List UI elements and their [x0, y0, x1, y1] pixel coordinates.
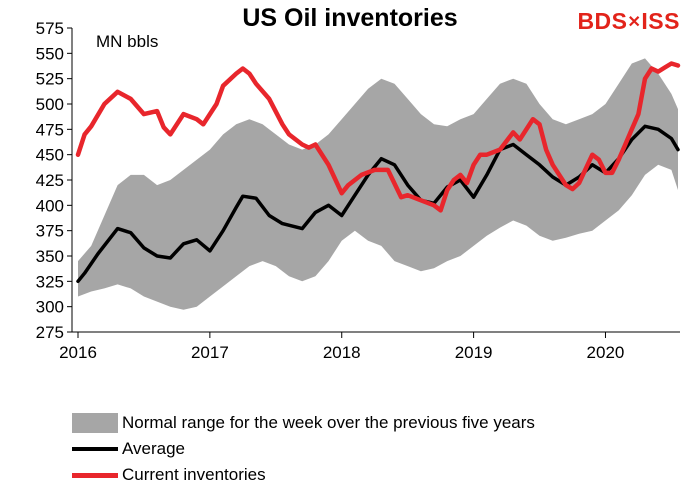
y-tick-label: 550	[36, 44, 64, 63]
y-tick-label: 500	[36, 95, 64, 114]
y-tick-label: 575	[36, 19, 64, 38]
y-tick-label: 400	[36, 196, 64, 215]
x-tick-label: 2016	[59, 343, 97, 362]
legend-item-current: Current inventories	[72, 462, 535, 488]
x-tick-label: 2018	[323, 343, 361, 362]
legend-swatch-band	[72, 413, 118, 433]
x-tick-label: 2019	[455, 343, 493, 362]
legend-label-normal-range: Normal range for the week over the previ…	[122, 413, 535, 432]
y-tick-label: 275	[36, 323, 64, 342]
legend-item-average: Average	[72, 436, 535, 462]
axes-layer: 275 300 325 350 375 400 425 450 475 500 525 550 575 2…	[36, 19, 680, 362]
legend-label-average: Average	[122, 439, 186, 458]
normal-range-band	[78, 58, 678, 310]
legend-label-current: Current inventories	[122, 465, 266, 484]
x-tick-label: 2017	[191, 343, 229, 362]
legend-swatch-current	[72, 472, 118, 478]
y-axis-unit-label: MN bbls	[96, 32, 159, 51]
current-inventories-line	[75, 61, 681, 213]
y-tick-label: 475	[36, 120, 64, 139]
chart-title: US Oil inventories	[242, 4, 458, 32]
normal-range-band-layer	[78, 58, 678, 310]
y-tick-label: 525	[36, 70, 64, 89]
legend-item-normal-range: Normal range for the week over the previ…	[72, 410, 535, 436]
brand-logo: BDS✕ISS	[577, 8, 680, 34]
y-tick-label: 375	[36, 222, 64, 241]
legend-swatch-average	[72, 447, 118, 451]
y-tick-label: 350	[36, 247, 64, 266]
current-inventories-line-layer	[75, 61, 681, 213]
y-tick-label: 425	[36, 171, 64, 190]
y-tick-label: 450	[36, 146, 64, 165]
x-tick-label: 2020	[587, 343, 625, 362]
y-tick-label: 325	[36, 272, 64, 291]
chart-legend: Normal range for the week over the previ…	[72, 410, 535, 488]
y-tick-label: 300	[36, 298, 64, 317]
